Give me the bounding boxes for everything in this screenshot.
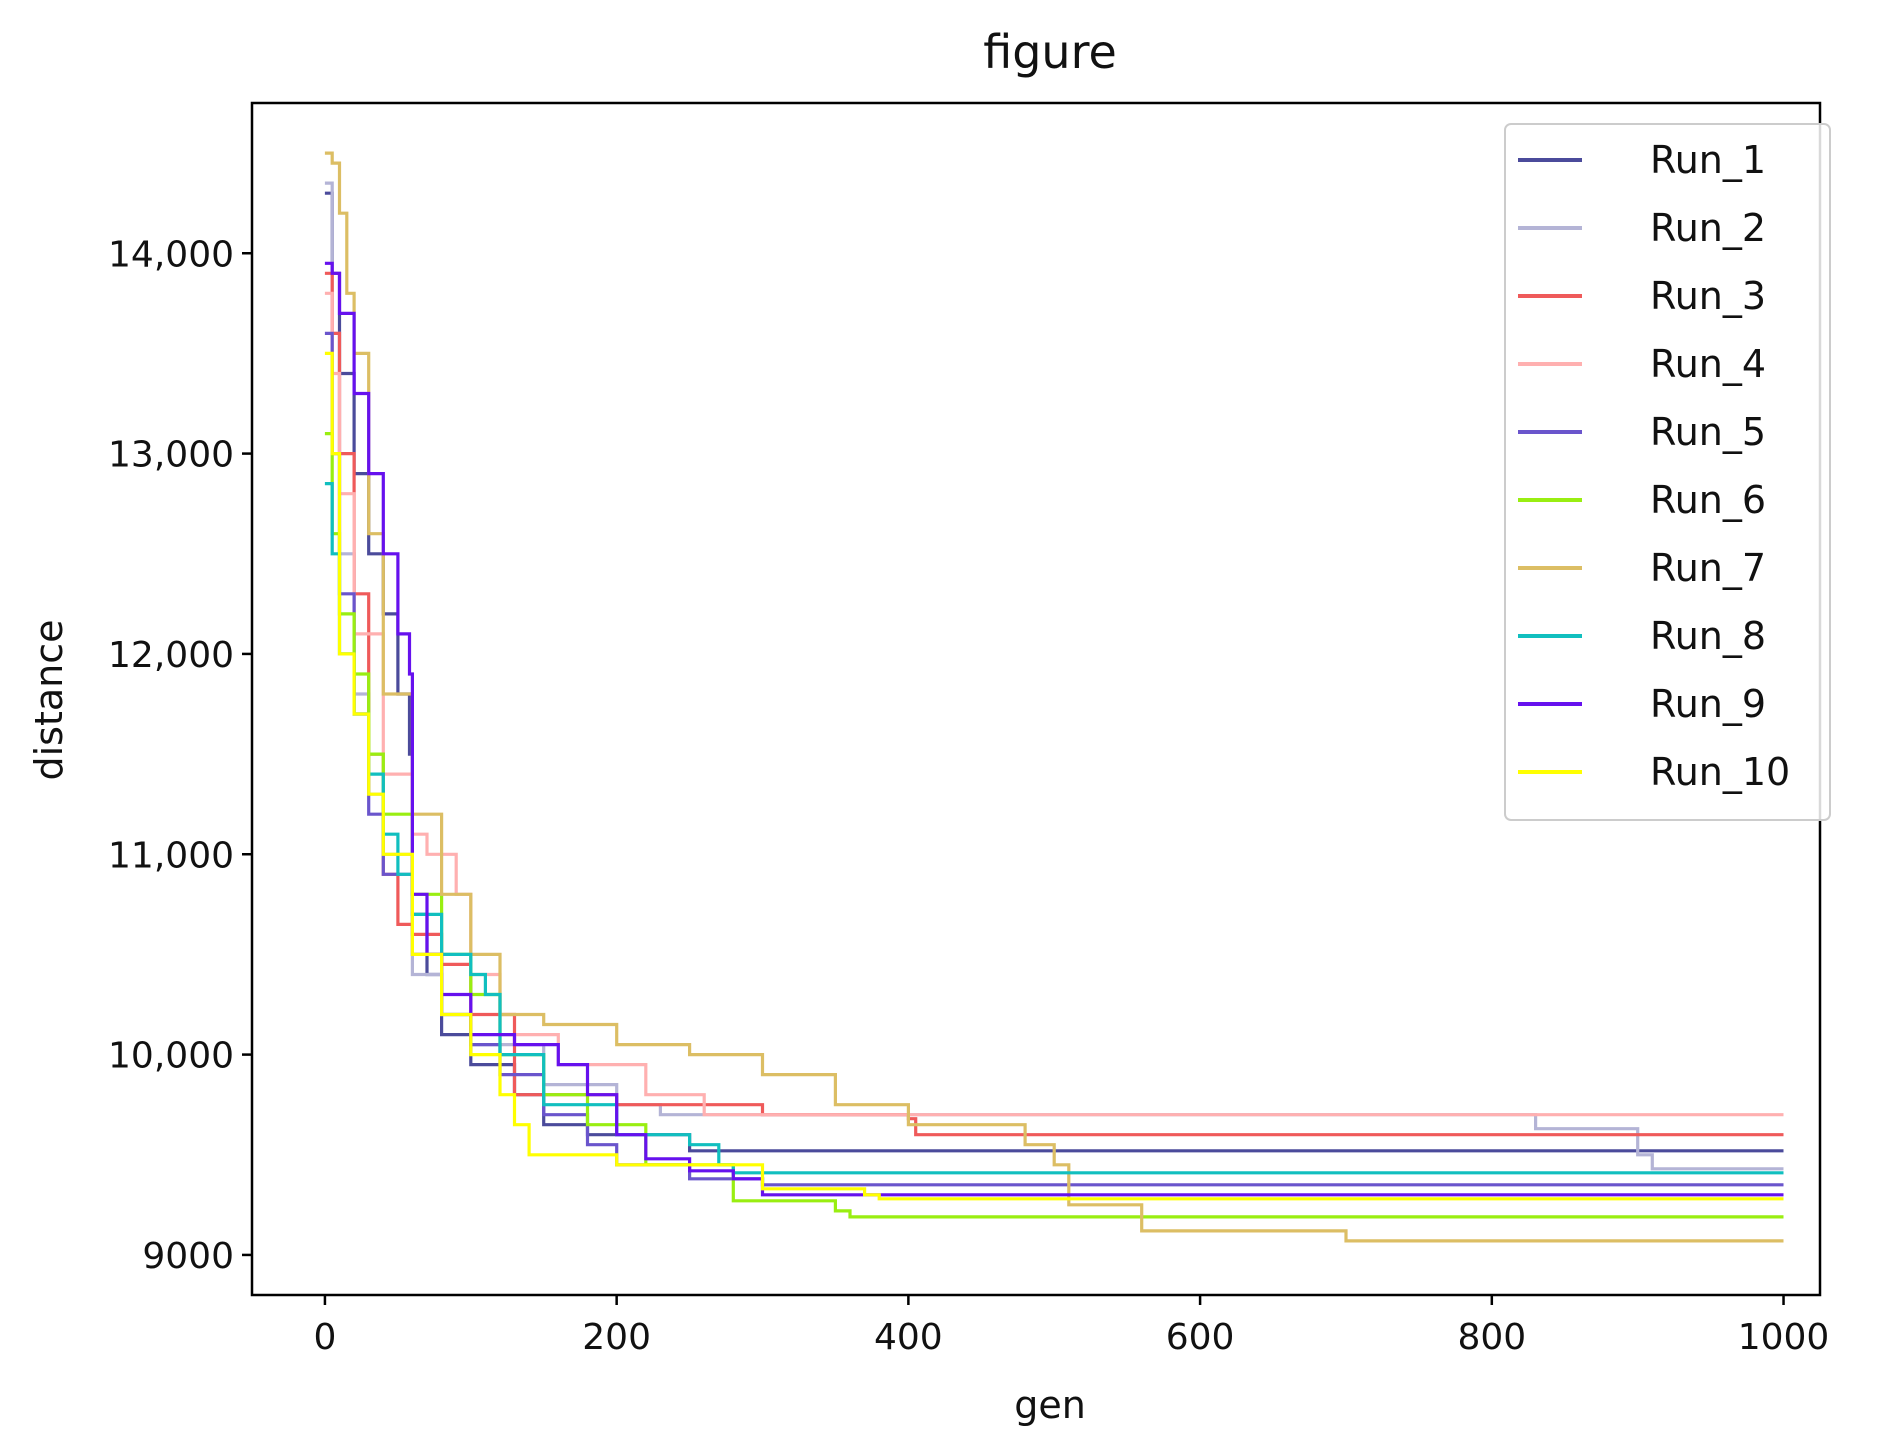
chart-title: figure <box>983 25 1117 79</box>
legend-label: Run_1 <box>1650 138 1766 182</box>
y-tick-label: 14,000 <box>108 234 234 275</box>
legend-label: Run_10 <box>1650 750 1790 794</box>
x-axis: 0 200 400 600 800 1000 <box>313 1295 1829 1358</box>
legend-label: Run_2 <box>1650 206 1766 250</box>
legend-label: Run_9 <box>1650 682 1766 726</box>
legend: Run_1 Run_2 Run_3 Run_4 Run_5 Run_6 Run_7 Run_8… <box>1504 123 1831 821</box>
y-tick-label: 12,000 <box>108 635 234 676</box>
x-tick-label: 600 <box>1166 1317 1235 1358</box>
x-tick-label: 1000 <box>1738 1317 1830 1358</box>
y-tick-label: 10,000 <box>108 1036 234 1077</box>
x-axis-label: gen <box>1014 1383 1086 1427</box>
legend-label: Run_3 <box>1650 274 1766 318</box>
y-tick-label: 9000 <box>142 1236 234 1277</box>
y-tick-label: 11,000 <box>108 835 234 876</box>
x-tick-label: 400 <box>874 1317 943 1358</box>
y-tick-label: 13,000 <box>108 435 234 476</box>
x-tick-label: 0 <box>313 1317 336 1358</box>
legend-box <box>1504 123 1831 821</box>
series-line-run-10 <box>324 351 1784 1201</box>
series-line-run-7 <box>324 151 1784 1243</box>
legend-label: Run_8 <box>1650 614 1766 658</box>
legend-label: Run_7 <box>1650 546 1766 590</box>
legend-label: Run_4 <box>1650 342 1766 386</box>
x-tick-label: 200 <box>582 1317 651 1358</box>
y-axis-label: distance <box>27 619 71 780</box>
x-tick-label: 800 <box>1457 1317 1526 1358</box>
legend-label: Run_6 <box>1650 478 1766 522</box>
y-axis: 9000 10,000 11,000 12,000 13,000 14,000 <box>108 234 252 1277</box>
legend-label: Run_5 <box>1650 410 1766 454</box>
series-layer <box>324 151 1784 1243</box>
